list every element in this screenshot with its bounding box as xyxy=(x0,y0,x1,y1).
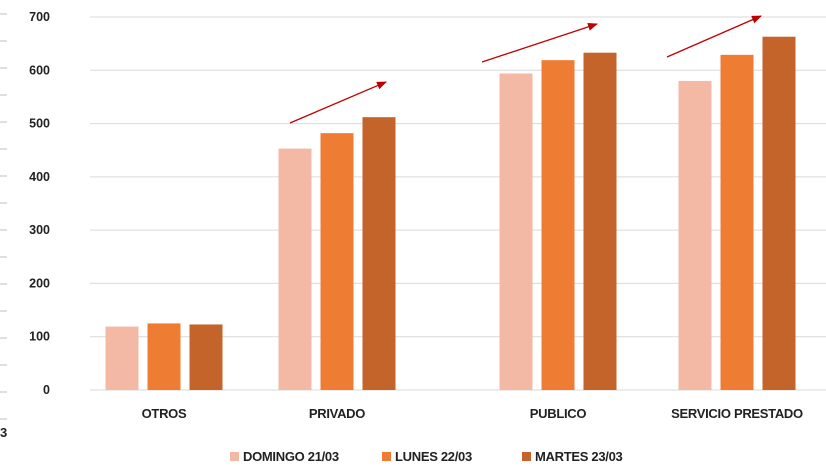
x-tick-label: SERVICIO PRESTADO xyxy=(671,406,803,421)
bar xyxy=(720,54,754,390)
y-tick-label: 700 xyxy=(29,10,50,24)
legend-swatch xyxy=(230,452,239,461)
bar xyxy=(762,36,796,391)
x-tick-label: OTROS xyxy=(142,406,187,421)
legend-label: DOMINGO 21/03 xyxy=(243,449,339,464)
y-axis: 0 100 200 300 400 500 600 700 xyxy=(29,10,50,397)
bar xyxy=(147,323,181,390)
bar xyxy=(362,117,396,391)
y-tick-label: 600 xyxy=(29,63,50,77)
edge-fragment-text: 3 xyxy=(0,425,7,440)
legend-label: MARTES 23/03 xyxy=(535,449,623,464)
bar xyxy=(189,324,223,390)
bar xyxy=(278,148,312,390)
bar xyxy=(499,73,533,391)
trend-arrows xyxy=(289,15,762,124)
bar xyxy=(105,326,139,390)
trend-arrow xyxy=(481,23,598,63)
bars xyxy=(105,36,796,391)
legend-swatch xyxy=(382,452,391,461)
bar xyxy=(541,60,575,390)
bar xyxy=(320,133,354,391)
trend-arrow xyxy=(666,15,762,58)
y-tick-label: 300 xyxy=(29,223,50,237)
y-tick-label: 400 xyxy=(29,170,50,184)
x-tick-label: PUBLICO xyxy=(530,406,587,421)
y-tick-label: 200 xyxy=(29,276,50,290)
bar xyxy=(678,80,712,390)
y-tick-label: 0 xyxy=(43,383,50,397)
legend: DOMINGO 21/03 LUNES 22/03 MARTES 23/03 xyxy=(230,449,623,464)
trend-arrow xyxy=(289,81,387,124)
x-axis: OTROS PRIVADO PUBLICO SERVICIO PRESTADO xyxy=(142,406,804,421)
y-tick-label: 500 xyxy=(29,117,50,131)
legend-swatch xyxy=(522,452,531,461)
x-tick-label: PRIVADO xyxy=(309,406,365,421)
legend-label: LUNES 22/03 xyxy=(395,449,472,464)
bar xyxy=(583,52,617,391)
y-tick-label: 100 xyxy=(29,330,50,344)
